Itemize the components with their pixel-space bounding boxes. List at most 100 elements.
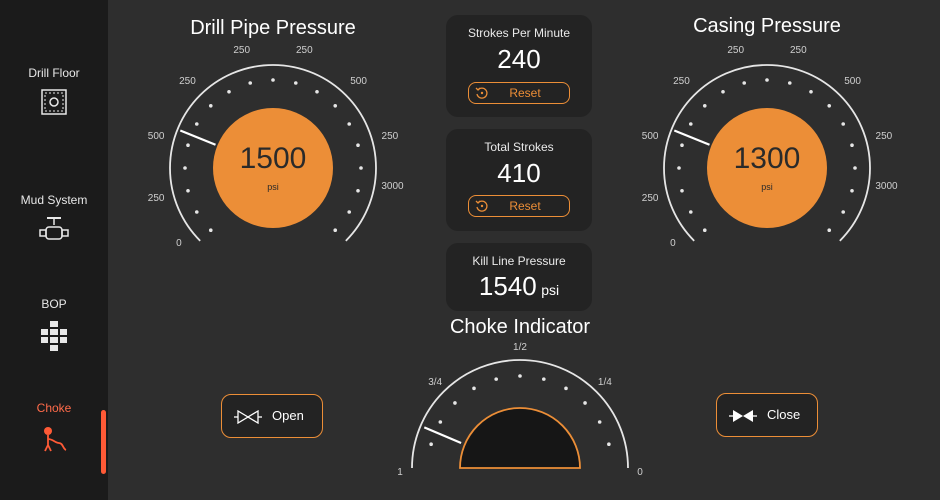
gauge-tick-label: 250: [641, 193, 659, 205]
close-label: Close: [767, 407, 801, 422]
gauge-tick-dot: [765, 78, 769, 82]
open-button[interactable]: Open: [221, 394, 323, 438]
choke-indicator-title: Choke Indicator: [449, 316, 591, 338]
gauge-tick-dot: [742, 81, 747, 85]
drill-floor-icon: [41, 89, 67, 115]
gauge-tick-dot: [853, 166, 857, 170]
gauge-tick-label: 500: [641, 130, 659, 142]
gauge-tick-label: 250: [233, 45, 251, 57]
bop-icon: [41, 321, 67, 351]
reset-label: Reset: [509, 86, 541, 100]
reset-total-strokes-button[interactable]: Reset: [468, 195, 570, 217]
choke-tick-label: 0: [637, 467, 643, 478]
gauge-tick-dot: [208, 103, 213, 108]
kill-line-unit: psi: [541, 282, 560, 298]
sidebar-item-mud-system[interactable]: Mud System: [0, 193, 108, 245]
sidebar-item-label: Drill Floor: [28, 66, 80, 80]
gauge-tick-dot: [850, 143, 854, 148]
choke-tick-dot: [518, 374, 522, 378]
gauge-tick-dot: [194, 210, 199, 214]
gauge-tick-label: 250: [381, 130, 399, 142]
gauge-tick-dot: [850, 188, 854, 193]
gauge-tick-label: 250: [789, 45, 807, 57]
gauge-tick-dot: [208, 228, 213, 233]
gauge-tick-dot: [347, 210, 352, 214]
choke-tick-dot: [438, 420, 443, 424]
valve-open-icon: [234, 410, 262, 424]
close-button[interactable]: Close: [716, 393, 818, 437]
gauge-tick-dot: [702, 228, 707, 233]
gauge-tick-dot: [356, 188, 360, 193]
gauge-tick-dot: [271, 78, 275, 82]
gauge-tick-dot: [827, 103, 832, 108]
reset-icon: [475, 200, 488, 212]
sidebar-item-label: BOP: [41, 297, 67, 311]
gauge-tick-label: 250: [147, 193, 165, 205]
sidebar-item-label: Choke: [36, 401, 72, 415]
casing-title: Casing Pressure: [693, 15, 841, 37]
choke-dome: [459, 407, 581, 469]
gauge-tick-dot: [293, 81, 298, 85]
gauge-tick-label: 500: [147, 130, 165, 142]
casing-gauge: [663, 64, 871, 242]
gauge-tick-dot: [333, 228, 338, 233]
gauge-needle: [673, 129, 710, 146]
choke-tick-label: 1: [397, 467, 403, 478]
gauge-arc: [663, 64, 871, 242]
gauge-tick-dot: [359, 166, 363, 170]
gauge-tick-dot: [688, 122, 693, 126]
reset-strokes-per-minute-button[interactable]: Reset: [468, 82, 570, 104]
gauge-tick-label: 0: [176, 238, 182, 250]
gauge-tick-dot: [248, 81, 253, 85]
drill-pipe-unit: psi: [267, 182, 279, 192]
gauge-arc: [169, 64, 377, 242]
choke-tick-dot: [597, 420, 602, 424]
choke-tick-label: 1/4: [597, 377, 612, 389]
active-indicator: [101, 410, 106, 474]
reset-icon: [475, 87, 488, 99]
sidebar-item-choke[interactable]: Choke: [0, 401, 108, 453]
gauge-tick-label: 250: [673, 76, 690, 88]
choke-tick-dot: [429, 442, 433, 446]
choke-tick-dot: [494, 377, 498, 381]
kill-line-readout: 1540 psi: [446, 271, 592, 302]
gauge-tick-dot: [841, 122, 846, 126]
sidebar: Drill Floor Mud System BOP C: [0, 0, 108, 500]
gauge-tick-dot: [315, 89, 319, 94]
gauge-tick-dot: [186, 188, 190, 193]
gauge-tick-dot: [356, 143, 360, 148]
gauge-tick-label: 3000: [381, 180, 404, 192]
kill-line-title: Kill Line Pressure: [472, 254, 566, 268]
gauge-tick-label: 250: [875, 130, 893, 142]
gauge-tick-dot: [688, 210, 693, 214]
choke-arc: [411, 359, 629, 469]
total-strokes-title: Total Strokes: [484, 140, 554, 154]
drill-pipe-title: Drill Pipe Pressure: [190, 17, 356, 39]
kill-line-value: 1540: [478, 271, 537, 301]
choke-needle: [423, 426, 462, 445]
choke-tick-dot: [583, 401, 587, 405]
gauge-tick-label: 250: [295, 45, 313, 57]
choke-tick-dot: [542, 377, 546, 381]
choke-tick-dot: [564, 386, 568, 391]
casing-unit: psi: [761, 182, 773, 192]
sidebar-item-bop[interactable]: BOP: [0, 297, 108, 353]
gauge-tick-label: 250: [727, 45, 745, 57]
choke-tick-label: 3/4: [428, 377, 443, 389]
gauge-tick-dot: [680, 188, 684, 193]
gauge-tick-label: 500: [844, 76, 861, 88]
gauge-tick-dot: [347, 122, 352, 126]
strokes-per-minute-value: 240: [497, 44, 541, 74]
casing-readout: 1300 psi: [707, 108, 827, 228]
choke-tick-label: 1/2: [513, 342, 527, 353]
strokes-per-minute-title: Strokes Per Minute: [467, 26, 571, 40]
gauge-tick-dot: [787, 81, 792, 85]
drill-pipe-value: 1500: [239, 142, 307, 175]
gauge-tick-dot: [677, 166, 681, 170]
sidebar-item-label: Mud System: [20, 193, 88, 207]
casing-value: 1300: [733, 142, 801, 175]
gauge-tick-dot: [809, 89, 813, 94]
sidebar-item-drill-floor[interactable]: Drill Floor: [0, 66, 108, 116]
mud-system-icon: [39, 217, 69, 240]
kill-line-card: Kill Line Pressure 1540 psi: [446, 243, 592, 311]
